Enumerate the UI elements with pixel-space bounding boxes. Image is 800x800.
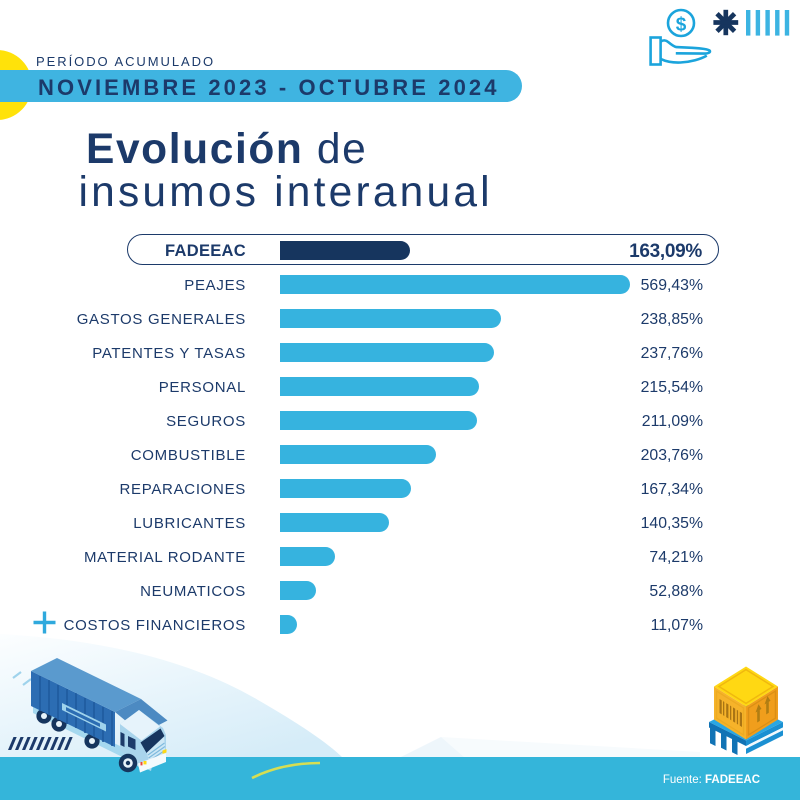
svg-text:$: $ bbox=[676, 15, 687, 36]
